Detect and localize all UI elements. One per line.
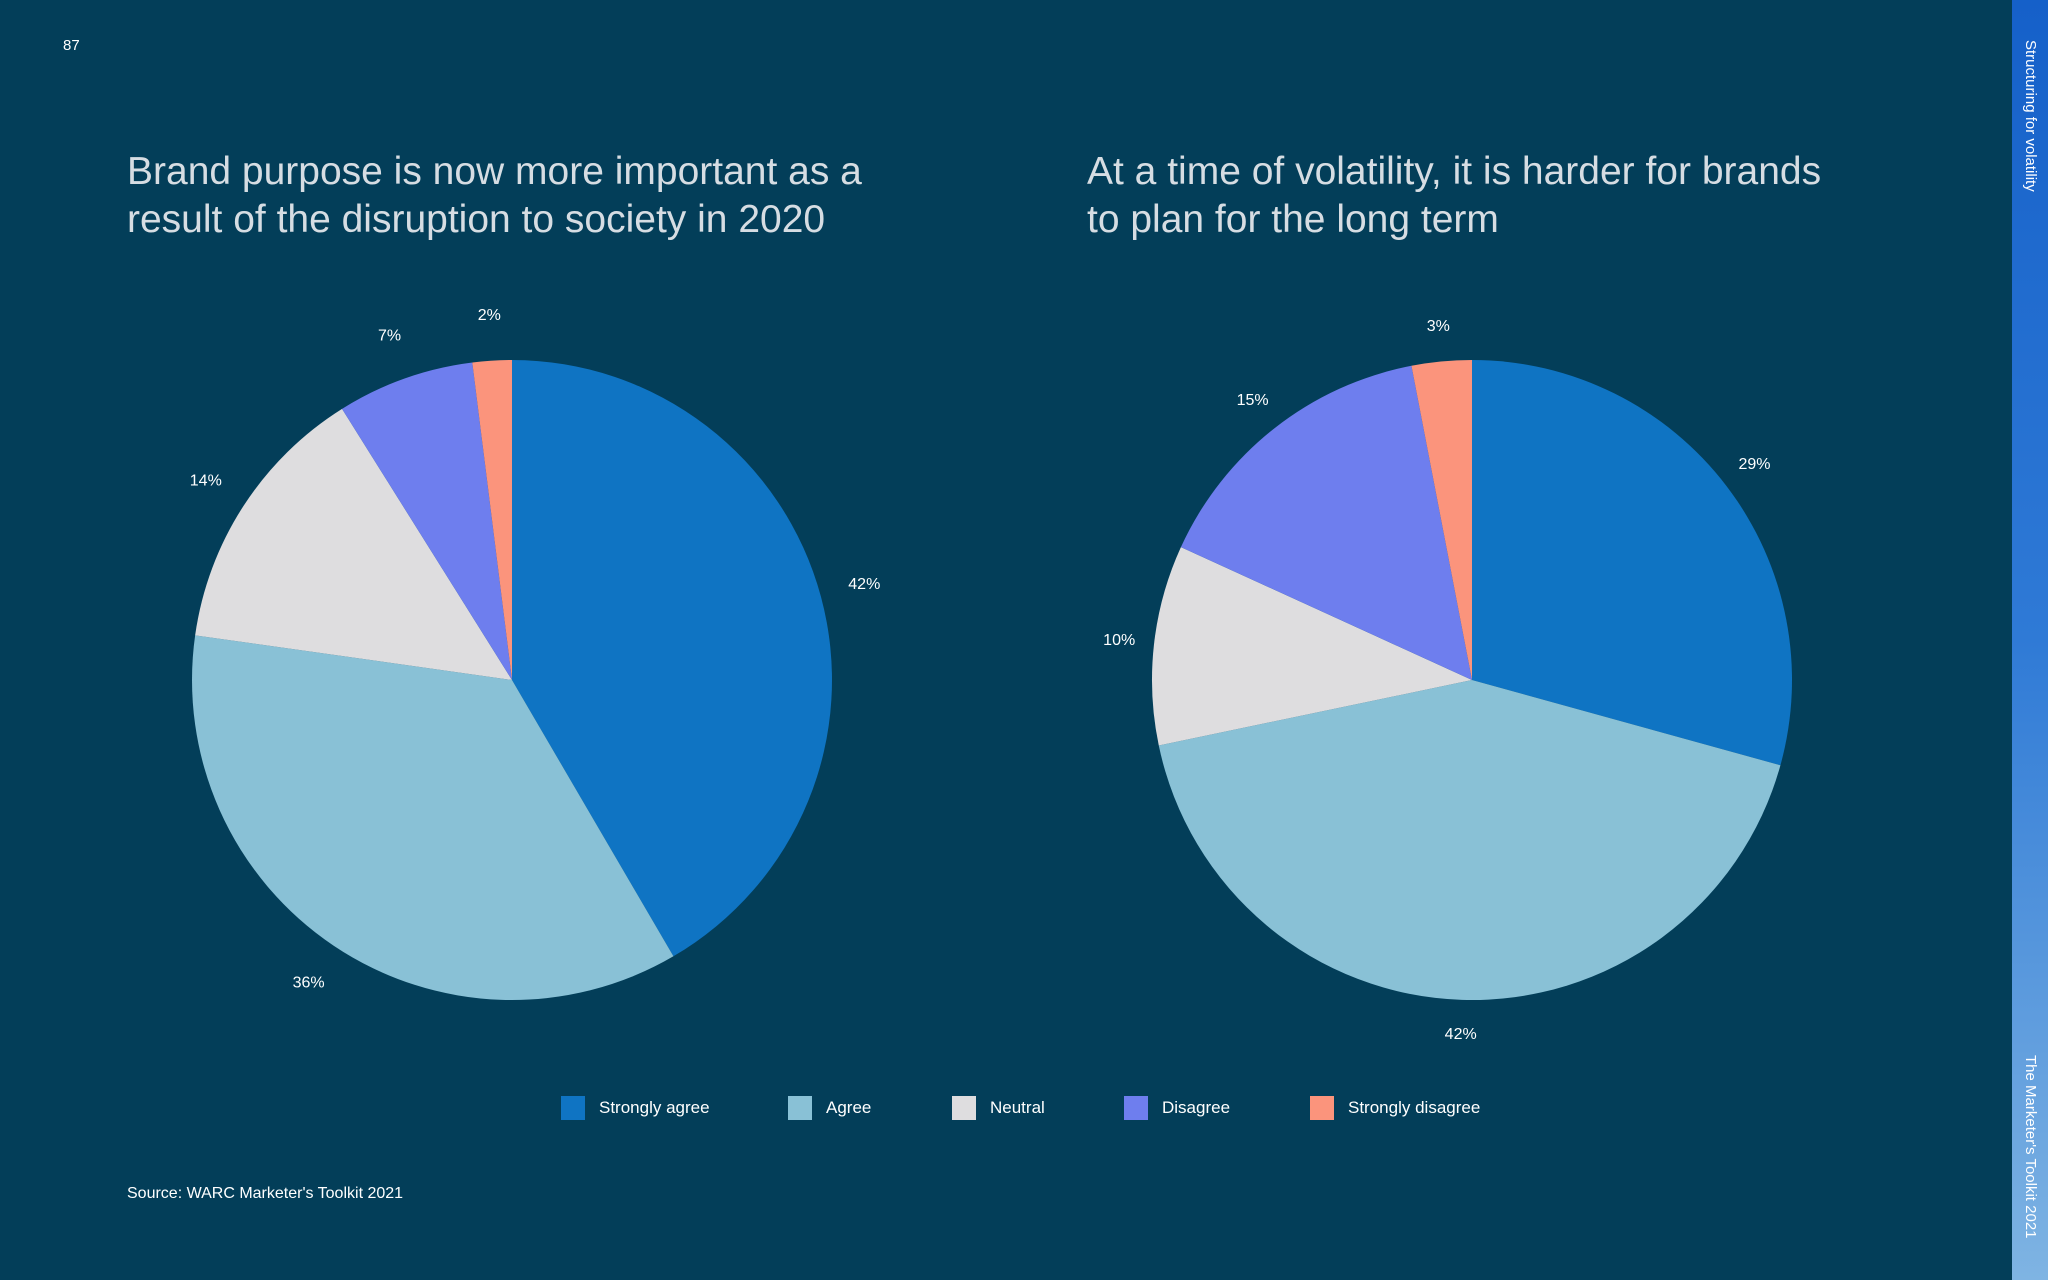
chart-title-right: At a time of volatility, it is harder fo… bbox=[1087, 148, 1887, 244]
pie-label-neutral: 10% bbox=[1103, 632, 1135, 649]
pie-label-disagree: 15% bbox=[1237, 392, 1269, 409]
chart-title-left: Brand purpose is now more important as a… bbox=[127, 148, 927, 244]
legend-label-disagree: Disagree bbox=[1162, 1098, 1231, 1117]
legend-swatch-neutral bbox=[952, 1096, 976, 1120]
legend-swatch-strongly-disagree bbox=[1310, 1096, 1334, 1120]
legend-label-neutral: Neutral bbox=[990, 1098, 1045, 1117]
chart-title-left-line-2: result of the disruption to society in 2… bbox=[127, 198, 826, 241]
pie-slice-strongly-disagree bbox=[472, 360, 512, 680]
legend-label-strongly-agree: Strongly agree bbox=[599, 1098, 710, 1117]
section-label: Structuring for volatility bbox=[2022, 40, 2039, 192]
pie-label-neutral: 14% bbox=[190, 473, 222, 490]
source-note: Source: WARC Marketer's Toolkit 2021 bbox=[127, 1185, 404, 1202]
legend-item-strongly-agree: Strongly agree bbox=[561, 1096, 710, 1120]
pie-label-agree: 36% bbox=[293, 974, 325, 991]
pie-label-strongly-disagree: 2% bbox=[478, 307, 501, 324]
pie-slice-neutral bbox=[1151, 547, 1472, 746]
pie-label-strongly-disagree: 3% bbox=[1427, 318, 1450, 335]
pie-slice-strongly-agree bbox=[1472, 360, 1792, 766]
pie-chart-left: 42% 36% 14% 7% 2% bbox=[190, 307, 880, 1000]
pie-slice-disagree bbox=[342, 362, 512, 680]
pie-slice-strongly-agree bbox=[512, 360, 832, 957]
pie-charts-canvas: 42% 36% 14% 7% 2% 29% 42% 10% 15% 3% bbox=[190, 307, 1792, 1043]
legend-label-agree: Agree bbox=[826, 1098, 872, 1117]
legend-item-strongly-disagree: Strongly disagree bbox=[1310, 1096, 1480, 1120]
legend-item-disagree: Disagree bbox=[1124, 1096, 1230, 1120]
publication-label: The Marketer's Toolkit 2021 bbox=[2022, 1055, 2039, 1239]
legend-item-neutral: Neutral bbox=[952, 1096, 1045, 1120]
pie-slice-strongly-disagree bbox=[1411, 360, 1472, 680]
pie-slice-agree bbox=[192, 635, 674, 1000]
pie-label-strongly-agree: 42% bbox=[848, 576, 880, 593]
chart-title-right-line-2: to plan for the long term bbox=[1087, 198, 1499, 241]
pie-slice-neutral bbox=[195, 408, 512, 680]
pie-label-disagree: 7% bbox=[378, 327, 401, 344]
chart-title-left-line-1: Brand purpose is now more important as a bbox=[127, 150, 862, 193]
legend-swatch-disagree bbox=[1124, 1096, 1148, 1120]
legend-label-strongly-disagree: Strongly disagree bbox=[1348, 1098, 1481, 1117]
pie-chart-right: 29% 42% 10% 15% 3% bbox=[1103, 318, 1792, 1043]
legend-swatch-agree bbox=[788, 1096, 812, 1120]
side-bar: Structuring for volatility The Marketer'… bbox=[2012, 0, 2048, 1280]
legend-swatch-strongly-agree bbox=[561, 1096, 585, 1120]
pie-slice-agree bbox=[1158, 680, 1781, 1001]
legend: Strongly agree Agree Neutral Disagree St… bbox=[0, 1096, 2048, 1120]
pie-label-agree: 42% bbox=[1445, 1026, 1477, 1043]
pie-slice-disagree bbox=[1180, 365, 1472, 680]
pie-label-strongly-agree: 29% bbox=[1738, 456, 1770, 473]
legend-item-agree: Agree bbox=[788, 1096, 871, 1120]
chart-title-right-line-1: At a time of volatility, it is harder fo… bbox=[1087, 150, 1822, 193]
page-number: 87 bbox=[63, 37, 80, 54]
